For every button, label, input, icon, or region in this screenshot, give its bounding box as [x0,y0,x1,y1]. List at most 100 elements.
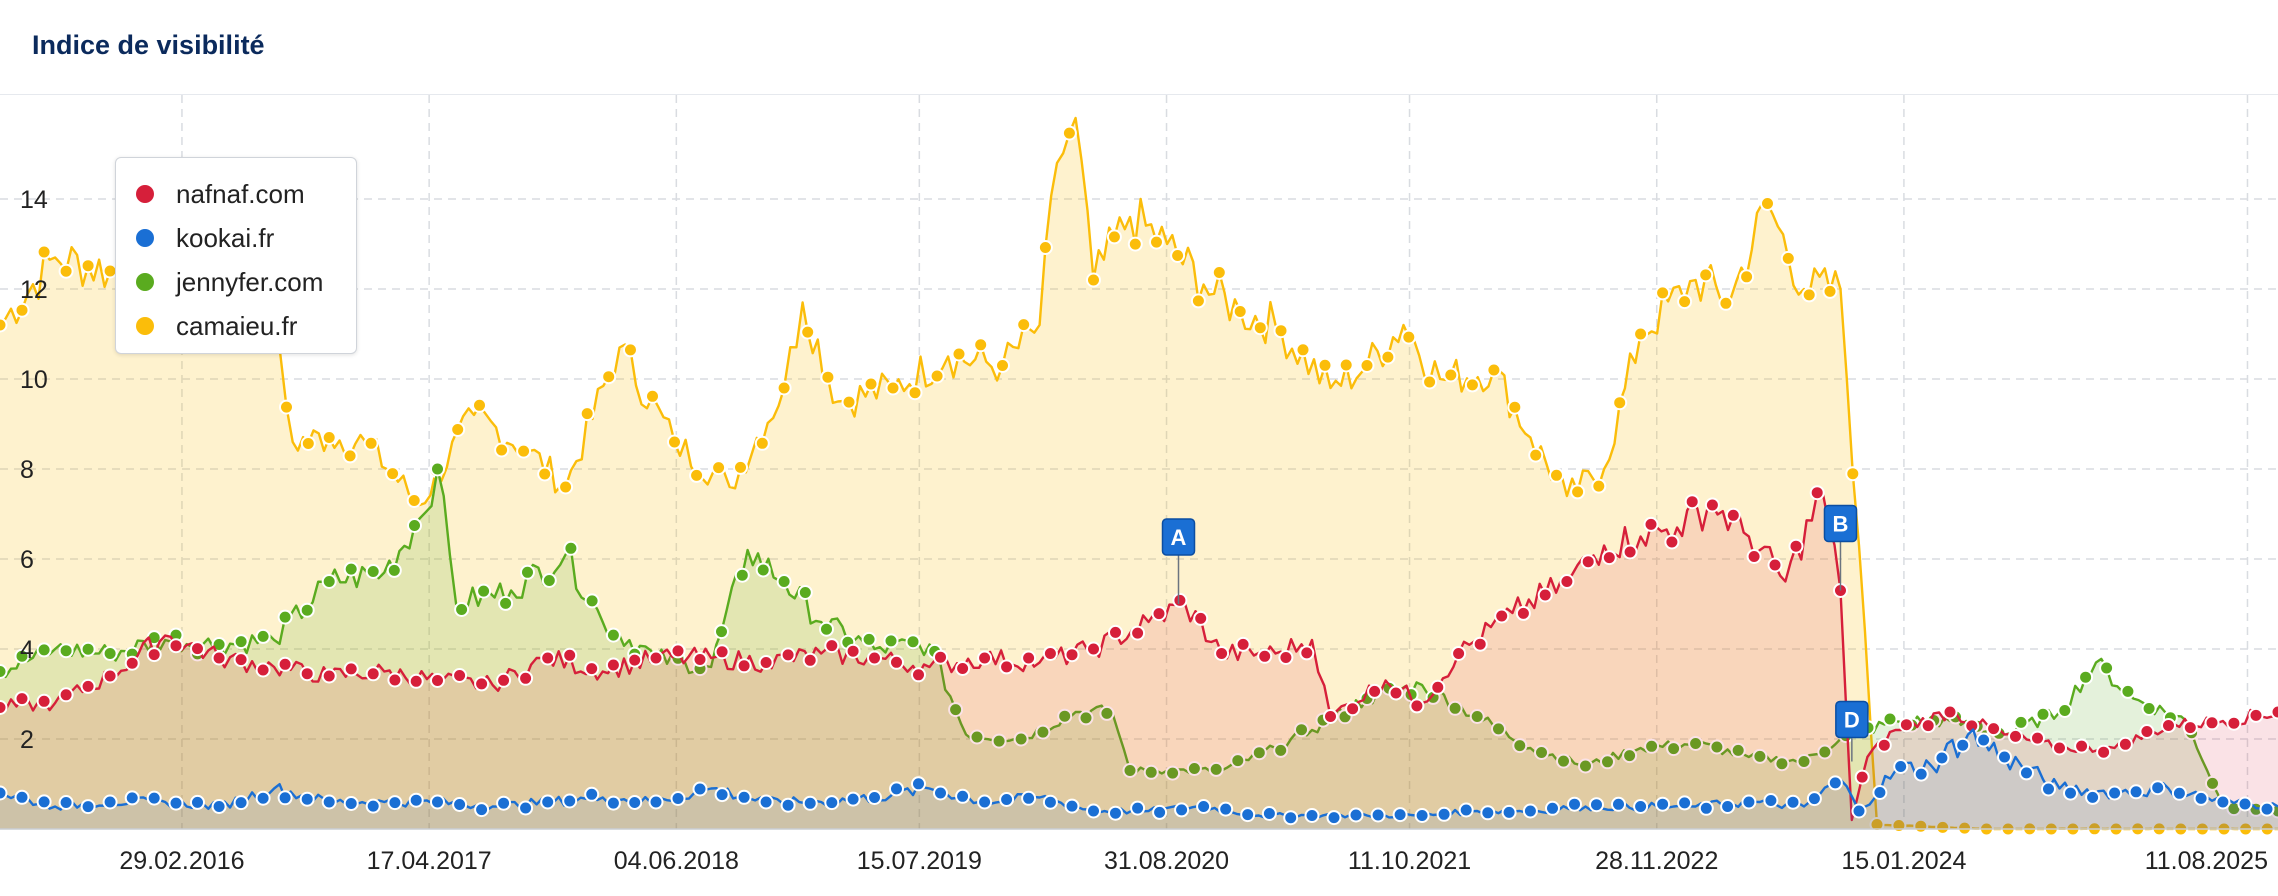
legend-item-jennyfer[interactable]: jennyfer.com [116,260,356,304]
data-point [255,628,271,644]
data-point [1447,700,1463,716]
data-point [496,795,512,811]
data-point [645,388,660,404]
annotation-marker-a [1161,518,1196,556]
data-point [973,337,989,353]
data-point [667,434,682,450]
data-point [1469,709,1485,724]
data-point [1326,810,1342,826]
data-point [1042,646,1058,661]
x-tick-label: 15.01.2024 [1841,847,1966,875]
data-point [343,796,359,811]
data-point [408,673,424,689]
data-point [516,443,532,459]
data-point [1578,758,1593,774]
data-point [1196,799,1212,814]
data-point [955,788,971,804]
data-point [474,802,490,818]
data-point [1278,650,1294,665]
data-point [1957,820,1973,836]
y-axis: 2 4 6 8 10 12 14 [20,186,48,754]
data-point [1622,748,1638,764]
legend-item-kookai[interactable]: kookai.fr [116,216,356,260]
data-point [1430,679,1446,695]
data-point [80,799,96,815]
data-point [1422,374,1438,390]
data-point [2063,785,2078,801]
data-point [343,661,359,677]
data-point [0,317,8,333]
data-point [1261,806,1277,821]
data-point [1367,683,1383,699]
data-point [1252,320,1268,336]
data-point [1746,549,1762,564]
legend-item-camaieu[interactable]: camaieu.fr [116,304,356,348]
data-point [1827,775,1843,791]
data-point [299,791,315,807]
data-point [300,436,316,451]
y-tick-label: 14 [20,186,48,214]
data-point [1935,819,1951,835]
data-point [1801,287,1817,303]
x-tick-label: 15.07.2019 [857,847,982,875]
data-point [1172,592,1188,608]
data-point [58,687,74,703]
data-point [518,670,534,686]
data-point [845,643,861,659]
data-point [1273,742,1289,758]
data-point [670,643,686,659]
data-point [1507,399,1523,415]
data-point [1486,362,1502,378]
data-point [562,647,578,663]
data-point [321,574,337,589]
data-point [1359,358,1375,373]
data-point [991,733,1007,749]
data-point [776,380,792,396]
data-point [1401,329,1417,345]
data-point [841,394,857,410]
data-point [1143,764,1159,780]
data-point [1214,646,1230,661]
data-point [233,652,249,668]
y-tick-label: 8 [20,456,34,484]
data-point [1232,304,1248,319]
legend-label: camaieu.fr [176,310,298,341]
data-point [736,658,752,674]
data-point [1622,544,1638,560]
y-tick-label: 12 [20,276,48,304]
data-point [1294,722,1309,738]
data-point [2128,784,2144,800]
data-point [146,647,162,663]
data-point [1108,805,1123,821]
data-point [124,655,140,671]
data-point [1086,803,1101,819]
data-point [343,561,359,577]
data-point [2013,714,2029,730]
data-point [14,789,30,805]
data-point [1666,741,1682,757]
data-point [1752,748,1768,764]
series-area [0,469,2278,829]
data-point [2107,785,2123,801]
data-point [1934,750,1950,766]
data-point [1718,295,1734,311]
data-point [2237,796,2253,812]
data-point [1370,807,1386,823]
data-point [1348,807,1364,823]
data-point [1218,801,1234,817]
data-point [2141,701,2157,716]
data-point [387,795,403,811]
legend-item-nafnaf[interactable]: nafnaf.com [116,172,356,216]
data-point [1698,800,1714,816]
data-point [1851,803,1867,819]
data-point [430,461,445,477]
data-point [1042,794,1058,810]
data-point [1720,799,1736,814]
data-point [714,624,729,640]
visibility-chart[interactable]: A B D 2 4 6 8 10 12 14 29.02.2016 17.04.2017 04.06.2… [0,95,2278,896]
data-point [321,668,337,684]
data-point [80,678,96,694]
data-point [1655,796,1671,812]
data-point [2035,706,2051,722]
x-tick-label: 17.04.2017 [367,847,492,875]
